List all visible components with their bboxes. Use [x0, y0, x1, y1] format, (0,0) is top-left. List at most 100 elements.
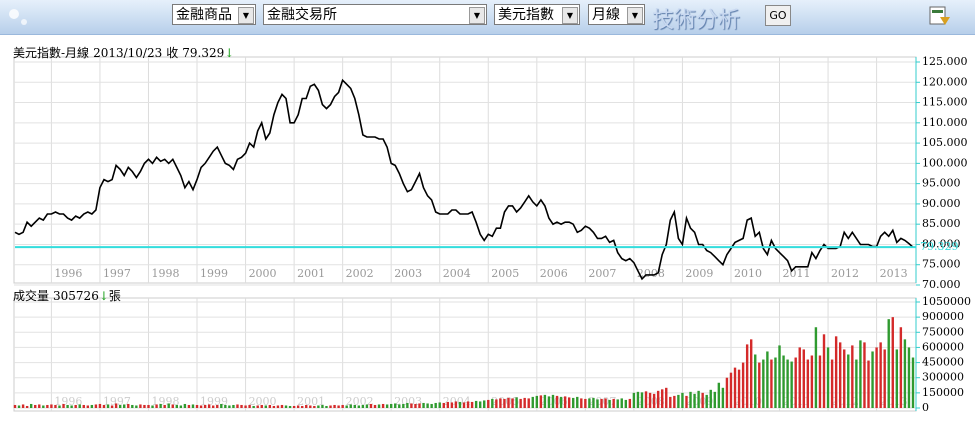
- volume-bar: [673, 395, 676, 408]
- volume-bar: [507, 397, 510, 408]
- volume-bar: [232, 404, 235, 408]
- volume-bar: [834, 336, 838, 408]
- volume-bar: [296, 405, 300, 408]
- volume-bar: [426, 403, 429, 408]
- volume-bar: [572, 397, 575, 408]
- volume-bar: [543, 394, 547, 408]
- volume-bar: [640, 392, 644, 408]
- volume-bar: [762, 359, 765, 408]
- volume-bar: [175, 404, 179, 408]
- y-tick-label: 95.000: [922, 177, 961, 190]
- volume-bar: [21, 404, 25, 408]
- volume-bar: [25, 405, 29, 408]
- volume-bar: [50, 404, 53, 408]
- volume-bar: [737, 369, 741, 408]
- volume-bar: [228, 405, 231, 408]
- volume-bar: [774, 357, 777, 408]
- volume-bar: [697, 390, 700, 408]
- select[interactable]: 金融商品 ▼: [172, 4, 256, 25]
- volume-bar: [78, 404, 81, 408]
- volume-bar: [98, 403, 102, 408]
- volume-bar: [106, 404, 110, 408]
- volume-bar: [458, 401, 462, 408]
- volume-bar: [778, 345, 781, 408]
- volume-bar: [70, 405, 73, 408]
- y-tick-label: 0: [922, 401, 929, 414]
- volume-bar: [345, 405, 348, 408]
- volume-bar: [159, 403, 162, 408]
- volume-bar: [871, 351, 874, 408]
- volume-bar: [248, 404, 251, 408]
- volume-bar: [167, 403, 170, 408]
- volume-bar: [195, 404, 199, 408]
- volume-bar: [438, 402, 441, 408]
- volume-bar: [826, 347, 830, 408]
- volume-bar: [656, 390, 660, 408]
- volume-bar: [46, 404, 49, 408]
- volume-bar: [519, 398, 522, 408]
- go-button[interactable]: GO: [765, 5, 791, 26]
- volume-bar: [94, 404, 98, 408]
- select[interactable]: 美元指數 ▼: [494, 4, 580, 25]
- volume-bar: [42, 405, 45, 408]
- x-tick-label: 2011: [783, 267, 811, 280]
- select[interactable]: 金融交易所 ▼: [263, 4, 487, 25]
- volume-bar: [588, 398, 591, 408]
- y-tick-label: 90.000: [922, 197, 961, 210]
- volume-bar: [580, 398, 583, 408]
- volume-bar: [139, 404, 142, 408]
- volume-bar: [576, 396, 579, 408]
- volume-bar: [470, 401, 474, 408]
- volume-bar: [280, 404, 284, 408]
- volume-bar: [13, 404, 17, 408]
- volume-bar: [596, 399, 599, 408]
- volume-bar: [147, 404, 150, 408]
- volume-bar: [309, 405, 312, 408]
- volume-bar: [143, 404, 146, 408]
- volume-bar: [446, 401, 450, 408]
- volume-bar: [260, 404, 263, 408]
- volume-bar: [859, 340, 862, 408]
- volume-bar: [616, 399, 619, 408]
- volume-bar: [131, 404, 134, 408]
- select[interactable]: 月線 ▼: [588, 4, 645, 25]
- x-tick-label: 2005: [491, 267, 519, 280]
- volume-bar: [292, 405, 296, 408]
- close-label: 收: [166, 46, 179, 60]
- volume-bar: [851, 345, 854, 408]
- volume-bar: [705, 394, 708, 408]
- volume-bar: [244, 405, 247, 408]
- volume-bar: [264, 405, 267, 408]
- volume-bar: [515, 397, 518, 408]
- volume-bar: [907, 347, 911, 408]
- volume-bar: [733, 367, 737, 408]
- volume-bar: [766, 351, 769, 408]
- volume-bar: [82, 404, 85, 408]
- volume-bar: [843, 349, 846, 408]
- volume-bar: [491, 398, 494, 408]
- last-price-label: 79.329: [920, 240, 959, 253]
- x-tick-label: 2000: [249, 395, 277, 408]
- volume-bar: [434, 402, 437, 408]
- x-tick-label: 1997: [103, 267, 131, 280]
- volume-bar: [555, 395, 559, 408]
- volume-bar: [592, 397, 595, 408]
- volume-bar: [818, 355, 822, 408]
- y-tick-label: 900000: [922, 310, 964, 323]
- volume-bar: [406, 402, 409, 408]
- volume-bar: [685, 395, 688, 408]
- volume-bar: [268, 404, 272, 408]
- volume-bar: [786, 359, 789, 408]
- volume-bar: [600, 398, 603, 408]
- volume-bar: [758, 362, 761, 408]
- select-text: 美元指數: [498, 7, 554, 23]
- volume-bar: [559, 396, 563, 408]
- volume-bar: [29, 403, 33, 408]
- export-icon[interactable]: [928, 5, 952, 29]
- volume-bar: [252, 405, 255, 408]
- x-tick-label: 2010: [734, 267, 762, 280]
- volume-bar: [749, 339, 753, 408]
- volume-bar: [745, 344, 749, 408]
